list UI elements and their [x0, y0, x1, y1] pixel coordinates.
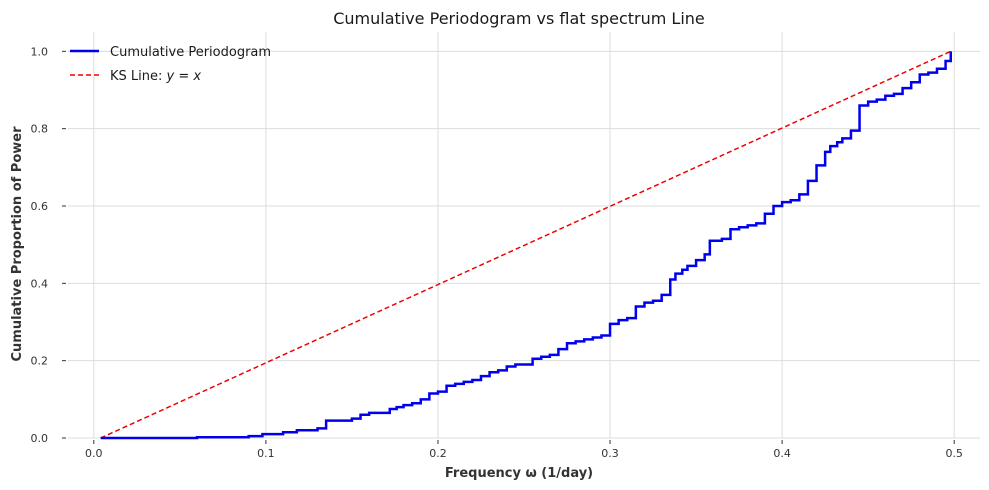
series-line-cumulative-periodogram — [100, 51, 952, 440]
y-axis-ticks: 0.0 0.2 0.4 0.6 0.8 1.0 — [31, 45, 66, 445]
legend-label-ks-line: KS Line: y = x — [110, 69, 201, 84]
x-tick-label: 0.1 — [257, 447, 275, 460]
x-axis-label: Frequency ω (1/day) — [445, 466, 593, 481]
y-tick-label: 0.0 — [31, 432, 49, 445]
x-tick-label: 0.4 — [773, 447, 791, 460]
y-tick-label: 0.4 — [31, 277, 49, 290]
chart-title: Cumulative Periodogram vs flat spectrum … — [333, 9, 705, 28]
y-axis-label: Cumulative Proportion of Power — [10, 126, 25, 362]
x-axis-ticks: 0.0 0.1 0.2 0.3 0.4 0.5 — [85, 440, 963, 460]
x-tick-label: 0.3 — [601, 447, 619, 460]
y-tick-label: 0.2 — [31, 355, 49, 368]
y-tick-label: 1.0 — [31, 45, 49, 58]
grid — [68, 32, 980, 439]
legend: Cumulative Periodogram KS Line: y = x — [70, 45, 271, 84]
x-tick-label: 0.2 — [429, 447, 447, 460]
y-tick-label: 0.8 — [31, 123, 49, 136]
legend-label-ks-prefix: KS Line: — [110, 69, 167, 84]
x-tick-label: 0.0 — [85, 447, 103, 460]
y-tick-label: 0.6 — [31, 200, 49, 213]
x-tick-label: 0.5 — [945, 447, 963, 460]
series-line-ks — [100, 50, 952, 439]
legend-label-ks-math: y = x — [166, 69, 202, 84]
series-layer — [100, 50, 952, 440]
legend-label-periodogram: Cumulative Periodogram — [110, 45, 271, 60]
